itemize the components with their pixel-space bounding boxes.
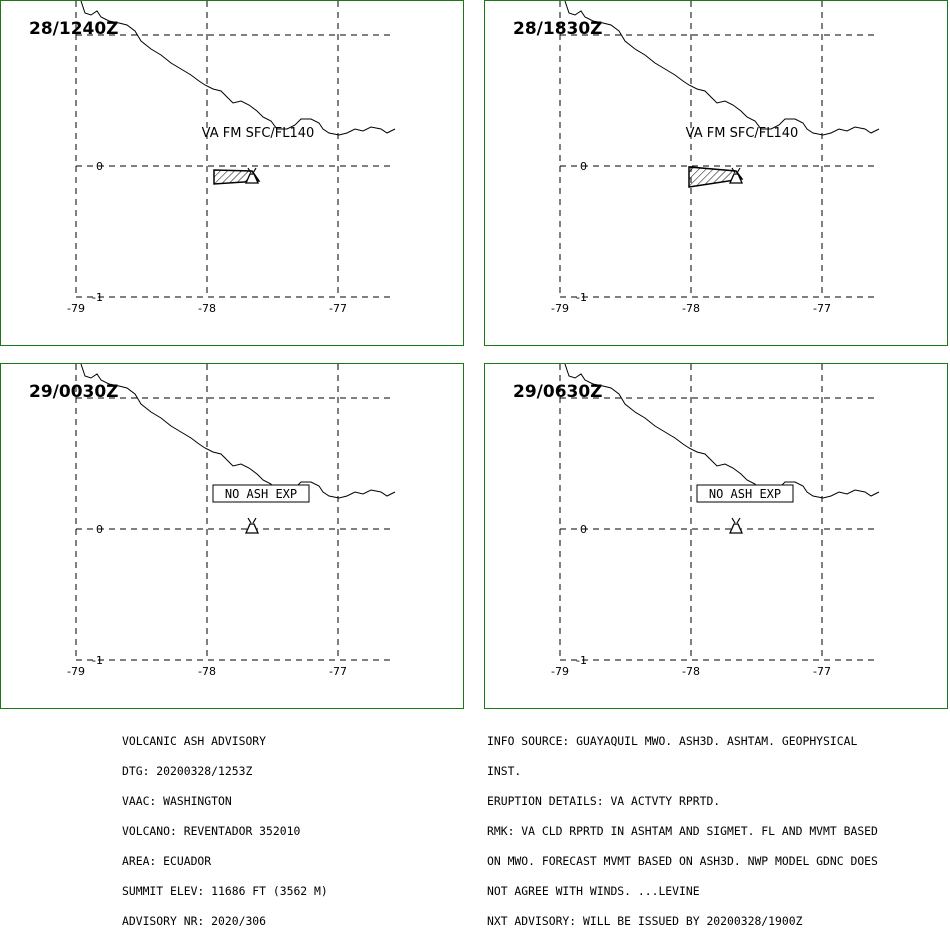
latitude-tick-label: -1 [92, 291, 103, 304]
latitude-tick-label: -1 [576, 291, 587, 304]
advisory-line: VOLCANO: REVENTADOR 352010 [122, 824, 301, 838]
advisory-line: INFO SOURCE: GUAYAQUIL MWO. ASH3D. ASHTA… [487, 734, 858, 748]
latitude-tick-label: 0 [96, 160, 103, 173]
longitude-tick-label: -78 [198, 665, 216, 678]
ash-cloud-polygon [688, 166, 744, 188]
longitude-tick-label: -77 [813, 302, 831, 315]
longitude-tick-label: -79 [551, 665, 569, 678]
advisory-left-block: VOLCANIC ASH ADVISORY DTG: 20200328/1253… [122, 716, 328, 936]
volcano-icon [244, 167, 260, 184]
advisory-line: DTG: 20200328/1253Z [122, 764, 253, 778]
forecast-panel: -79 -78 -77 0 -1 VA FM SFC/FL140 28/1240Z [0, 0, 464, 346]
advisory-line: VAAC: WASHINGTON [122, 794, 232, 808]
map-canvas: -79 -78 -77 0 -1 NO ASH EXP [67, 364, 396, 678]
advisory-line: ERUPTION DETAILS: VA ACTVTY RPRTD. [487, 794, 721, 808]
advisory-line: NOT AGREE WITH WINDS. ...LEVINE [487, 884, 700, 898]
no-ash-label: NO ASH EXP [709, 487, 781, 501]
advisory-line: INST. [487, 764, 522, 778]
longitude-tick-label: -77 [813, 665, 831, 678]
forecast-panel: -79 -78 -77 0 -1 VA FM SFC/FL140 28/1830Z [484, 0, 948, 346]
longitude-tick-label: -78 [682, 665, 700, 678]
ash-level-label: VA FM SFC/FL140 [202, 126, 315, 141]
longitude-tick-label: -79 [551, 302, 569, 315]
longitude-tick-label: -79 [67, 302, 85, 315]
coastline [80, 1, 396, 136]
latitude-tick-label: -1 [576, 654, 587, 667]
longitude-tick-label: -77 [329, 665, 347, 678]
valid-time-label: 29/0630Z [513, 382, 603, 402]
volcano-icon [728, 517, 744, 534]
latitude-tick-label: 0 [580, 523, 587, 536]
advisory-line: ADVISORY NR: 2020/306 [122, 914, 267, 928]
forecast-panel: -79 -78 -77 0 -1 NO ASH EXP 29/0630Z [484, 363, 948, 709]
longitude-tick-label: -78 [198, 302, 216, 315]
map-canvas: -79 -78 -77 0 -1 VA FM SFC/FL140 [551, 1, 880, 315]
advisory-right-block: INFO SOURCE: GUAYAQUIL MWO. ASH3D. ASHTA… [487, 716, 878, 936]
advisory-line: SUMMIT ELEV: 11686 FT (3562 M) [122, 884, 328, 898]
longitude-tick-label: -79 [67, 665, 85, 678]
coastline [80, 364, 396, 499]
coastline [564, 1, 880, 136]
no-ash-box [212, 484, 310, 503]
latitude-tick-label: 0 [580, 160, 587, 173]
volcano-icon [728, 167, 744, 184]
latitude-tick-label: -1 [92, 654, 103, 667]
advisory-line: AREA: ECUADOR [122, 854, 212, 868]
coastline [564, 364, 880, 499]
valid-time-label: 29/0030Z [29, 382, 119, 402]
valid-time-label: 28/1240Z [29, 19, 119, 39]
no-ash-box [696, 484, 794, 503]
forecast-panel: -79 -78 -77 0 -1 NO ASH EXP 29/0030Z [0, 363, 464, 709]
volcano-icon [244, 517, 260, 534]
ash-level-label: VA FM SFC/FL140 [686, 126, 799, 141]
map-canvas: -79 -78 -77 0 -1 NO ASH EXP [551, 364, 880, 678]
advisory-line: NXT ADVISORY: WILL BE ISSUED BY 20200328… [487, 914, 803, 928]
advisory-line: ON MWO. FORECAST MVMT BASED ON ASH3D. NW… [487, 854, 878, 868]
map-canvas: -79 -78 -77 0 -1 VA FM SFC/FL140 [67, 1, 396, 315]
advisory-line: VOLCANIC ASH ADVISORY [122, 734, 267, 748]
valid-time-label: 28/1830Z [513, 19, 603, 39]
advisory-line: RMK: VA CLD RPRTD IN ASHTAM AND SIGMET. … [487, 824, 878, 838]
latitude-tick-label: 0 [96, 523, 103, 536]
longitude-tick-label: -78 [682, 302, 700, 315]
longitude-tick-label: -77 [329, 302, 347, 315]
no-ash-label: NO ASH EXP [225, 487, 297, 501]
